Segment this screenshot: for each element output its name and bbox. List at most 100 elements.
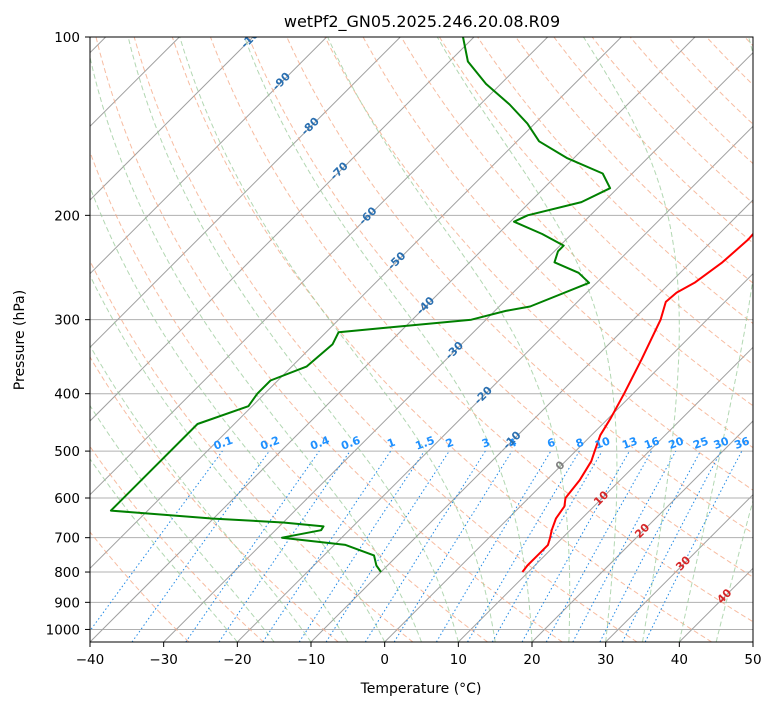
moist-adiabat-line xyxy=(90,458,238,642)
mixing-ratio-label: 1.5 xyxy=(414,434,437,453)
moist-adiabat-line xyxy=(90,344,312,642)
x-tick-label: −40 xyxy=(76,652,105,668)
mixing-ratio-label: 4 xyxy=(507,436,519,451)
y-tick-label: 500 xyxy=(54,444,80,460)
moist-adiabat-line xyxy=(90,404,275,642)
moist-adiabat-line xyxy=(243,37,533,642)
mixing-ratio-label: 36 xyxy=(733,434,752,452)
dry-adiabat-line xyxy=(90,531,190,642)
isotherm-line xyxy=(90,37,254,201)
mixing-ratio-line xyxy=(393,450,513,642)
y-tick-label: 200 xyxy=(54,208,80,224)
plot-area xyxy=(90,37,753,642)
x-tick-label: 10 xyxy=(450,652,467,668)
isotherm-line xyxy=(236,125,753,642)
x-axis-label: Temperature (°C) xyxy=(360,681,482,697)
y-tick-label: 300 xyxy=(54,313,80,329)
mixing-ratio-line xyxy=(545,450,653,642)
x-tick-label: 0 xyxy=(380,652,389,668)
y-tick-label: 600 xyxy=(54,491,80,507)
isotherm-line xyxy=(90,37,475,422)
isotherm-line xyxy=(90,37,549,496)
dewpoint-profile-line xyxy=(109,37,612,573)
isotherm-line xyxy=(90,37,401,349)
x-tick-label: 50 xyxy=(744,652,761,668)
isotherm-line xyxy=(90,37,328,275)
mixing-ratio-line xyxy=(90,450,223,632)
moist-adiabat-line xyxy=(582,37,680,642)
mixing-ratio-label: 0.6 xyxy=(339,434,362,453)
dry-adiabat-line xyxy=(171,37,712,642)
y-axis-label: Pressure (hPa) xyxy=(12,290,28,390)
dry-adiabat-line xyxy=(591,37,753,204)
dry-adiabat-line xyxy=(324,37,753,491)
mixing-ratio-line xyxy=(131,450,270,642)
x-tick-label: −10 xyxy=(297,652,326,668)
line-annotations: 0.10.20.40.611.52346810131620253036-100-… xyxy=(212,37,752,606)
mixing-ratio-label: 20 xyxy=(667,434,686,452)
y-tick-label: 1000 xyxy=(46,622,80,638)
y-tick-label: 400 xyxy=(54,387,80,403)
mixing-ratio-line xyxy=(218,450,351,642)
mixing-ratio-line xyxy=(364,450,486,642)
dry-adiabat-line xyxy=(133,37,638,642)
mixing-ratio-label: 6 xyxy=(545,436,557,451)
mixing-ratio-label: 0.2 xyxy=(259,434,282,453)
mixing-ratio-label: 16 xyxy=(642,434,661,452)
y-tick-label: 100 xyxy=(54,30,80,46)
axes: −40 −30 −20 −10 0 10 20 30 40 5010020030040050060… xyxy=(46,30,762,668)
mixing-ratio-label: 8 xyxy=(574,436,586,451)
mixing-ratio-label: 25 xyxy=(691,434,710,451)
mixing-ratio-label: 1 xyxy=(385,436,397,451)
mixing-ratio-line xyxy=(325,450,450,642)
dry-adiabat-line xyxy=(248,37,753,578)
mixing-ratio-line xyxy=(572,450,677,642)
isotherm-line xyxy=(605,493,753,642)
moist-adiabat-line xyxy=(179,37,496,642)
x-tick-label: 40 xyxy=(671,652,688,668)
x-tick-label: −30 xyxy=(149,652,178,668)
mixing-ratio-line xyxy=(521,450,630,642)
mixing-ratio-line xyxy=(435,450,552,642)
moist-adiabat-line xyxy=(90,274,349,642)
isotherm-line xyxy=(457,346,753,642)
y-tick-label: 700 xyxy=(54,531,80,547)
dry-adiabat-line xyxy=(90,150,488,642)
mixing-ratio-label: 10 xyxy=(593,434,612,452)
dry-adiabat-line xyxy=(210,37,753,623)
mixing-ratio-label: 3 xyxy=(480,436,492,451)
temperature-profile-line xyxy=(521,232,753,573)
moist-adiabat-line xyxy=(127,37,459,642)
dry-adiabat-line xyxy=(400,37,753,407)
dry-adiabat-line xyxy=(362,37,753,449)
mixing-ratio-label: 2 xyxy=(444,436,456,451)
dry-adiabat-line xyxy=(477,37,753,325)
isotherm-line xyxy=(384,272,753,642)
mixing-ratio-label: 0.4 xyxy=(309,434,332,453)
isotherm-line xyxy=(163,51,753,642)
dry-adiabat-line xyxy=(95,37,563,642)
mixing-ratio-label: 30 xyxy=(712,434,731,452)
x-tick-label: 30 xyxy=(597,652,614,668)
mixing-ratio-line xyxy=(185,450,320,642)
mixing-ratio-label: 0.1 xyxy=(212,434,235,453)
moist-adiabat-line xyxy=(90,185,386,642)
moist-adiabat-line xyxy=(715,498,753,642)
y-tick-label: 800 xyxy=(54,565,80,581)
moist-adiabat-line xyxy=(436,37,618,642)
moist-adiabat-line xyxy=(327,37,571,642)
y-tick-label: 900 xyxy=(54,595,80,611)
dry-adiabat-line xyxy=(286,37,753,534)
mixing-ratio-line xyxy=(467,450,580,642)
isotherm-line xyxy=(90,37,622,570)
isotherm-line xyxy=(531,420,753,642)
chart-title: wetPf2_GN05.2025.246.20.08.R09 xyxy=(284,12,560,32)
x-tick-label: 20 xyxy=(523,652,540,668)
dry-adiabat-line xyxy=(438,37,753,366)
dry-adiabat-line xyxy=(90,259,414,642)
plot-frame xyxy=(89,36,754,643)
x-tick-label: −20 xyxy=(223,652,252,668)
dry-adiabat-line xyxy=(553,37,753,244)
